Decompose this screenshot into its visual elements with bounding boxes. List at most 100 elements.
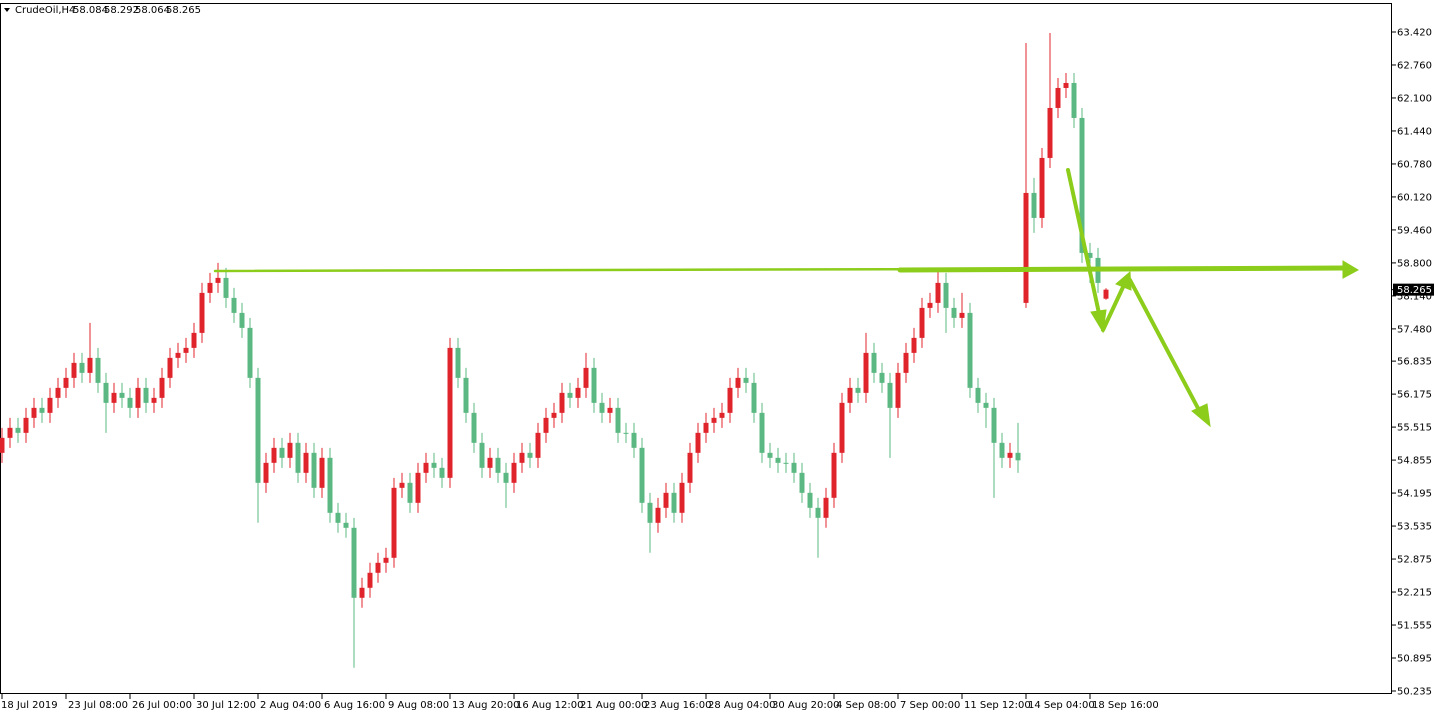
candle-body [823,497,829,518]
candle-body [959,312,965,318]
candle-body [111,392,117,403]
candle-body [263,462,269,483]
candle-body [511,462,517,483]
plot-frame [0,3,1392,694]
candle-body [783,462,789,464]
header-high: 58.292 [104,5,139,16]
candle-body [1031,192,1037,218]
candle-body [695,432,701,453]
header-close: 58.265 [166,5,201,16]
y-tick-label: 57.480 [1397,324,1432,335]
candle-body [471,412,477,443]
candle-body [359,587,365,598]
candle-body [391,487,397,558]
candle-body [727,387,733,413]
candle-body [1071,82,1077,118]
candle-body [271,447,277,463]
candle-body [463,377,469,413]
candle-body [543,417,549,433]
candle-body [503,472,509,483]
candle-body [559,392,565,413]
candle-body [7,427,13,438]
candle-body [319,457,325,488]
candle-body [95,357,101,383]
candle-body [831,452,837,498]
y-tick-label: 62.760 [1397,60,1432,71]
y-tick-label: 60.780 [1397,159,1432,170]
candle-body [847,387,853,403]
x-tick-label: 30 Jul 12:00 [196,700,256,711]
candle-body [79,362,85,373]
arrow-head [1090,309,1107,334]
candle-body [1087,252,1093,258]
annotations [213,168,1360,428]
candle-body [1015,452,1021,461]
y-tick-label: 54.855 [1397,456,1432,467]
candle-body [951,307,957,318]
candle-body [991,407,997,443]
candles [0,32,1109,668]
x-tick-label: 18 Jul 2019 [1,700,58,711]
candle-body [639,447,645,503]
candle-body [199,292,205,333]
x-tick-label: 23 Aug 16:00 [644,700,711,711]
x-tick-label: 2 Aug 04:00 [260,700,321,711]
candle-body [1079,117,1085,253]
candle-body [927,302,933,308]
candle-body [239,312,245,328]
candle-body [31,407,37,418]
candle-body [1055,87,1061,108]
symbol: CrudeOil,H4 [15,5,75,16]
candle-body [311,452,317,488]
candle-body [143,387,149,403]
candle-body [127,397,133,408]
candle-body [343,522,349,528]
candle-body [591,367,597,403]
y-tick-label: 63.420 [1397,27,1432,38]
header-open: 58.084 [73,5,108,16]
candle-body [207,282,213,293]
y-tick-label: 55.515 [1397,423,1432,434]
candle-body [287,442,293,458]
candle-body [495,457,501,473]
candle-body [863,352,869,393]
candle-body [887,382,893,408]
candle-body [1063,82,1069,88]
candle-body [671,492,677,513]
candle-body [279,447,285,458]
x-tick-label: 26 Jul 00:00 [132,700,192,711]
candle-body [975,387,981,403]
candle-body [895,372,901,408]
candle-body [351,527,357,598]
last-price-label: 58.265 [1397,285,1432,296]
candle-body [55,387,61,398]
candle-body [767,452,773,458]
candle-body [903,352,909,373]
candle-body [399,482,405,488]
candle-body [807,492,813,508]
y-tick-label: 58.800 [1397,258,1432,269]
candle-body [703,422,709,433]
candle-body [751,382,757,413]
header-low: 58.064 [135,5,170,16]
candle-body [983,402,989,408]
candle-body [799,472,805,493]
y-tick-label: 61.440 [1397,126,1432,137]
y-tick-label: 59.460 [1397,225,1432,236]
x-tick-label: 18 Sep 16:00 [1092,700,1159,711]
candle-body [103,382,109,403]
candle-body [63,377,69,388]
y-tick-label: 52.215 [1397,588,1432,599]
candle-body [183,347,189,353]
candle-body [839,402,845,453]
candle-body [23,417,29,433]
candle-body [71,362,77,378]
candle-body [335,512,341,523]
y-tick-label: 53.535 [1397,522,1432,533]
candle-body [583,367,589,388]
candle-body [255,377,261,483]
candle-body [911,337,917,353]
x-tick-label: 11 Sep 12:00 [964,700,1031,711]
candle-body [735,377,741,388]
